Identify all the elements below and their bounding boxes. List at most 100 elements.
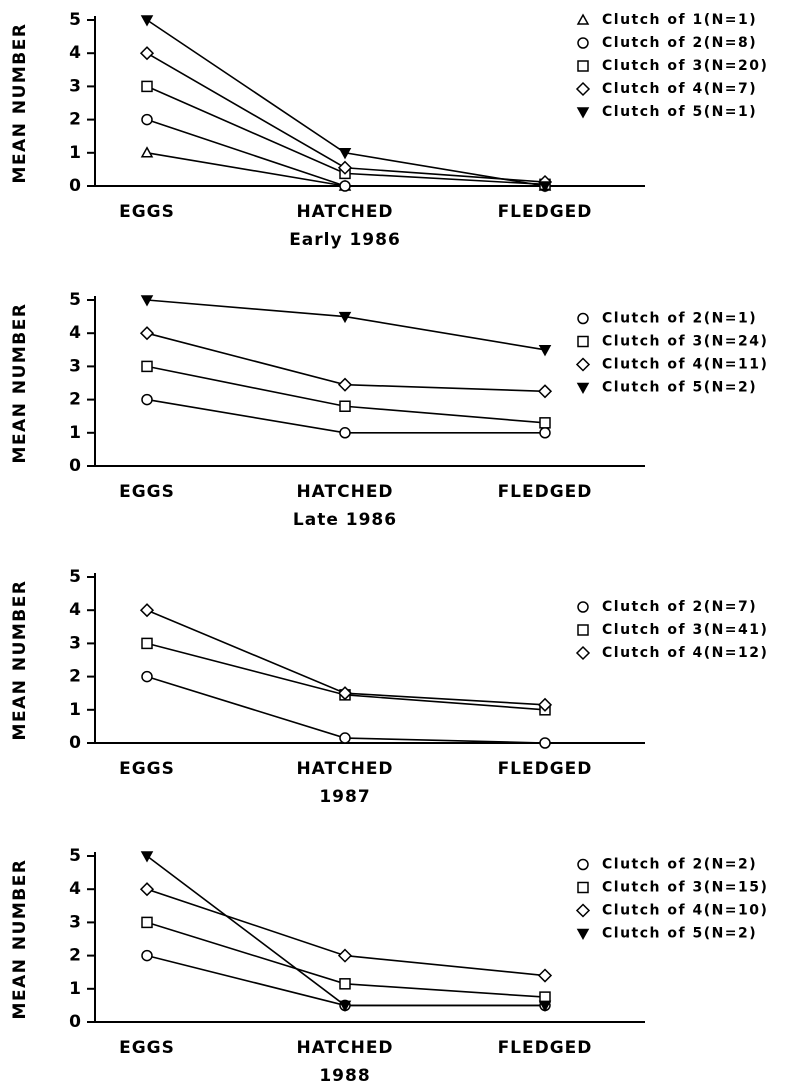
data-point (539, 737, 551, 749)
y-tick-label: 2 (69, 390, 81, 410)
legend-label: Clutch of 3(N=20) (602, 58, 768, 74)
data-point (141, 949, 153, 962)
legend-marker (577, 312, 589, 325)
x-tick-label: HATCHED (296, 1038, 393, 1058)
data-point (338, 311, 352, 324)
data-point (141, 360, 153, 373)
data-point (141, 916, 153, 929)
legend-marker (576, 382, 590, 395)
x-tick-label: FLEDGED (498, 759, 593, 779)
legend-label: Clutch of 4(N=10) (602, 903, 768, 919)
data-point (337, 948, 353, 963)
legend-label: Clutch of 5(N=2) (602, 926, 757, 942)
y-tick-label: 3 (69, 76, 81, 96)
series-line (146, 299, 546, 351)
legend-label: Clutch of 5(N=2) (602, 380, 757, 396)
data-point (537, 697, 553, 712)
y-tick-label: 1 (69, 143, 81, 163)
data-point (338, 148, 352, 160)
data-point (339, 180, 351, 192)
data-point (539, 427, 551, 439)
data-point (140, 295, 154, 307)
series-line (146, 365, 546, 424)
legend-marker (577, 37, 589, 49)
legend-marker (575, 81, 591, 97)
legend-marker (576, 107, 590, 119)
data-point (141, 637, 153, 650)
legend-label: Clutch of 4(N=11) (602, 357, 768, 373)
legend-label: Clutch of 2(N=8) (602, 35, 757, 51)
y-tick-label: 5 (69, 10, 81, 30)
data-point (539, 417, 551, 429)
x-tick-label: EGGS (119, 482, 175, 502)
legend-marker (575, 903, 591, 918)
y-axis-label: MEAN NUMBER (10, 859, 30, 1020)
legend-label: Clutch of 2(N=1) (602, 311, 757, 327)
data-point (140, 146, 154, 158)
y-tick-label: 0 (69, 1012, 81, 1032)
data-point (139, 603, 155, 618)
series-line (146, 888, 546, 977)
x-tick-label: HATCHED (296, 202, 393, 222)
data-point (537, 384, 553, 399)
x-axis-label: Late 1986 (293, 510, 397, 530)
data-point (141, 393, 153, 406)
data-point (537, 968, 553, 983)
x-axis-label: 1988 (319, 1066, 370, 1083)
legend-marker (576, 13, 590, 25)
x-axis-label: Early 1986 (289, 230, 401, 250)
y-tick-label: 4 (69, 600, 81, 620)
data-point (139, 46, 155, 61)
data-point (539, 991, 551, 1003)
y-tick-label: 5 (69, 290, 81, 310)
y-tick-label: 0 (69, 733, 81, 753)
x-tick-label: FLEDGED (498, 1038, 593, 1058)
data-point (538, 181, 552, 193)
y-tick-label: 5 (69, 846, 81, 866)
legend-marker (577, 881, 589, 894)
x-axis-label: 1987 (319, 787, 370, 807)
data-point (538, 345, 552, 357)
x-tick-label: HATCHED (296, 759, 393, 779)
y-axis-label: MEAN NUMBER (10, 580, 30, 741)
legend-marker (575, 357, 591, 372)
y-axis-label: MEAN NUMBER (10, 303, 30, 464)
y-tick-label: 2 (69, 110, 81, 130)
legend-marker (576, 928, 590, 941)
data-point (139, 882, 155, 897)
data-point (337, 686, 353, 701)
legend-label: Clutch of 2(N=7) (602, 599, 757, 615)
legend-marker (577, 335, 589, 348)
y-tick-label: 3 (69, 633, 81, 653)
legend-label: Clutch of 5(N=1) (602, 104, 757, 120)
y-axis-label: MEAN NUMBER (10, 23, 30, 184)
legend-label: Clutch of 4(N=7) (602, 81, 757, 97)
legend-marker (577, 601, 589, 613)
data-point (141, 80, 153, 93)
y-tick-label: 4 (69, 43, 81, 63)
y-tick-label: 2 (69, 946, 81, 966)
data-point (338, 1000, 352, 1012)
y-tick-label: 0 (69, 176, 81, 196)
legend-label: Clutch of 1(N=1) (602, 12, 757, 28)
legend-label: Clutch of 4(N=12) (602, 645, 768, 661)
data-point (337, 160, 353, 175)
y-tick-label: 4 (69, 879, 81, 899)
legend-label: Clutch of 3(N=15) (602, 880, 768, 896)
series-line (146, 19, 546, 187)
data-point (139, 326, 155, 341)
x-tick-label: EGGS (119, 1038, 175, 1058)
legend-marker (575, 645, 591, 661)
data-point (538, 1000, 552, 1012)
legend-marker (577, 858, 589, 871)
y-tick-label: 1 (69, 423, 81, 443)
legend-marker (577, 60, 589, 72)
legend-marker (577, 624, 589, 636)
x-tick-label: EGGS (119, 759, 175, 779)
y-tick-label: 1 (69, 979, 81, 999)
data-point (140, 15, 154, 27)
data-point (141, 113, 153, 126)
y-tick-label: 2 (69, 667, 81, 687)
data-point (339, 732, 351, 744)
